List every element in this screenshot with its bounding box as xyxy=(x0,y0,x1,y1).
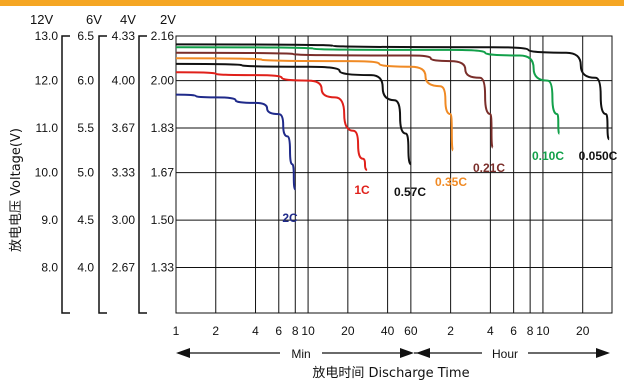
x-tick-label: 8 xyxy=(292,324,299,338)
series-curve-0.35C xyxy=(175,57,454,152)
y-tick-label: 12.0 xyxy=(35,74,59,88)
series-label-1C: 1C xyxy=(354,183,370,197)
scale-bracket xyxy=(138,35,147,314)
x-tick-label: 4 xyxy=(252,324,259,338)
plot-frame xyxy=(175,35,613,314)
series-label-2C: 2C xyxy=(282,211,298,225)
series-label-0.050C: 0.050C xyxy=(579,149,618,163)
x-tick-label: 6 xyxy=(275,324,282,338)
x-tick-label: 10 xyxy=(301,324,315,338)
scale-bracket xyxy=(61,35,70,314)
x-tick-label: 4 xyxy=(487,324,494,338)
range-arrows xyxy=(176,348,610,358)
x-tick-label: 2 xyxy=(447,324,454,338)
x-tick-label: 20 xyxy=(576,324,590,338)
x-tick-label: 6 xyxy=(510,324,517,338)
x-tick-label: 20 xyxy=(341,324,355,338)
x-tick-label: 2 xyxy=(212,324,219,338)
x-tick-label: 60 xyxy=(404,324,418,338)
y-tick-label: 10.0 xyxy=(35,166,59,180)
y-tick-label: 4.00 xyxy=(112,74,136,88)
y-tick-label: 13.0 xyxy=(35,29,59,43)
y-tick-label: 2.00 xyxy=(151,74,175,88)
range-label-min: Min xyxy=(291,347,310,361)
top-accent-bar xyxy=(0,0,624,6)
chart-grid xyxy=(175,35,613,314)
y-tick-label: 3.67 xyxy=(112,121,136,135)
y-tick-label: 2.67 xyxy=(112,261,136,275)
series-label-0.10C: 0.10C xyxy=(532,149,564,163)
series-curve-0.57C xyxy=(175,62,412,166)
y-axis-title: 放电电压 Voltage(V) xyxy=(9,128,24,252)
discharge-curves xyxy=(175,43,610,191)
series-label-0.21C: 0.21C xyxy=(473,161,505,175)
series-label-0.35C: 0.35C xyxy=(435,175,467,189)
series-curve-0.21C xyxy=(175,51,494,149)
y-tick-label: 3.33 xyxy=(112,166,136,180)
y-tick-label: 4.0 xyxy=(77,261,94,275)
y-tick-label: 6.0 xyxy=(77,74,94,88)
col-header-6v: 6V xyxy=(86,12,102,27)
y-tick-label: 11.0 xyxy=(36,121,59,135)
y-tick-label: 6.5 xyxy=(77,29,94,43)
series-curve-0.10C xyxy=(175,46,561,135)
y-tick-label: 3.00 xyxy=(112,213,136,227)
x-tick-label: 10 xyxy=(536,324,550,338)
y-tick-labels: 13.0 12.0 11.0 10.0 9.0 8.0 6.5 6.0 5.5 5.0 4.5 4.0… xyxy=(35,29,175,275)
y-tick-label: 9.0 xyxy=(41,213,58,227)
series-curve-0.050C xyxy=(175,43,610,141)
y-tick-label: 4.5 xyxy=(77,213,94,227)
col-header-12v: 12V xyxy=(30,12,53,27)
series-labels: 2C 1C 0.57C 0.35C 0.21C 0.10C 0.050C xyxy=(282,149,617,225)
series-curve-2C xyxy=(175,93,296,191)
y-tick-label: 1.83 xyxy=(151,121,175,135)
series-label-0.57C: 0.57C xyxy=(394,185,426,199)
y-tick-label: 2.16 xyxy=(151,29,175,43)
x-tick-label: 8 xyxy=(527,324,534,338)
x-tick-labels: 1 2 4 6 8 10 20 40 60 2 4 6 8 10 20 xyxy=(173,324,590,338)
y-tick-label: 1.33 xyxy=(151,261,175,275)
y-tick-label: 1.67 xyxy=(151,166,175,180)
y-tick-label: 8.0 xyxy=(41,261,58,275)
y-tick-label: 4.33 xyxy=(112,29,136,43)
col-header-2v: 2V xyxy=(160,12,176,27)
scale-bracket xyxy=(98,35,107,314)
y-tick-label: 5.5 xyxy=(77,121,94,135)
y-tick-label: 1.50 xyxy=(151,213,175,227)
col-header-4v: 4V xyxy=(120,12,136,27)
voltage-scale-brackets xyxy=(61,35,147,314)
series-curve-1C xyxy=(175,71,368,171)
x-tick-label: 1 xyxy=(173,324,180,338)
range-label-hour: Hour xyxy=(492,347,518,361)
y-tick-label: 5.0 xyxy=(77,166,94,180)
x-tick-label: 40 xyxy=(381,324,395,338)
x-axis-title: 放电时间 Discharge Time xyxy=(312,366,469,381)
